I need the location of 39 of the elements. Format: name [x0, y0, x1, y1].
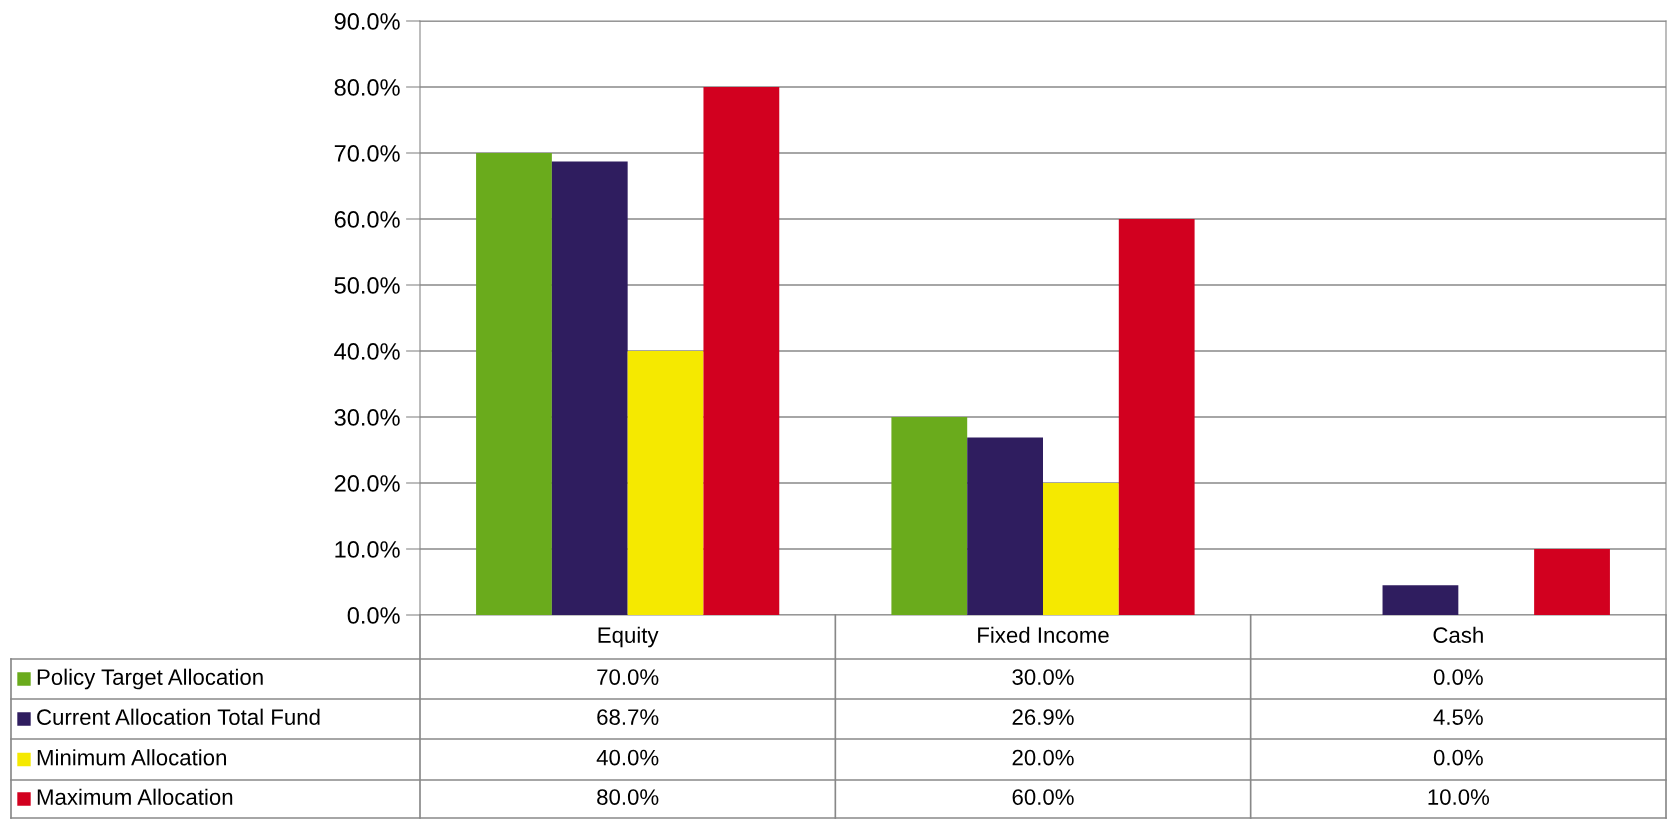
y-tick-label: 80.0%	[334, 79, 400, 96]
data-label: 0.0%	[1433, 749, 1483, 766]
y-tick-label: 0.0%	[347, 607, 400, 624]
y-tick-label: 10.0%	[335, 541, 400, 558]
data-label: 68.7%	[597, 709, 659, 725]
y-tick-label: 20.0%	[334, 475, 400, 492]
data-label: 20.0%	[1012, 749, 1074, 766]
x-tick-label: Fixed Income	[978, 626, 1109, 643]
bar	[967, 437, 1043, 615]
legend-label: Maximum Allocation	[37, 788, 233, 805]
data-label: 4.5%	[1433, 709, 1483, 725]
legend-label: Policy Target Allocation	[37, 668, 263, 690]
data-label: 30.0%	[1012, 669, 1074, 685]
bar	[1118, 219, 1195, 615]
bar	[1534, 549, 1610, 615]
bar	[476, 153, 552, 615]
x-tick-label: Cash	[1433, 626, 1483, 643]
y-tick-label: 60.0%	[334, 211, 400, 228]
data-label: 0.0%	[1433, 669, 1483, 685]
data-label: 60.0%	[1012, 789, 1074, 805]
data-label: 80.0%	[597, 789, 659, 805]
y-tick-label: 70.0%	[334, 145, 400, 162]
data-label: 40.0%	[596, 749, 659, 766]
x-tick-label: Equity	[598, 626, 659, 648]
y-tick-label: 90.0%	[334, 13, 400, 30]
y-tick-label: 30.0%	[334, 409, 400, 426]
bar	[627, 351, 704, 615]
data-label: 10.0%	[1428, 789, 1490, 805]
y-tick-label: 40.0%	[334, 343, 400, 360]
bar	[891, 417, 968, 615]
bar	[1382, 585, 1459, 615]
data-label: 26.9%	[1012, 709, 1074, 725]
legend-label: Minimum Allocation	[37, 749, 226, 766]
data-label: 70.0%	[597, 669, 659, 685]
bar	[1043, 483, 1119, 615]
legend-label: Current Allocation Total Fund	[37, 708, 320, 725]
bar	[551, 161, 628, 615]
y-tick-label: 50.0%	[334, 277, 400, 294]
bar	[703, 87, 780, 615]
